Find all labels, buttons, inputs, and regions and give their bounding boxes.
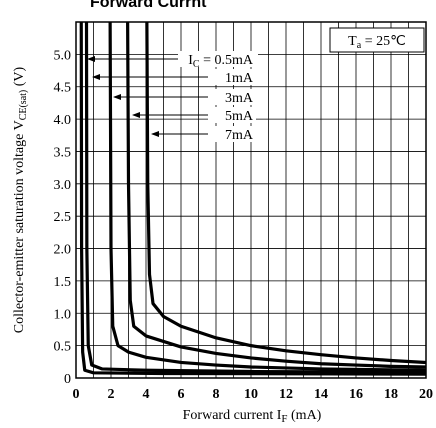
condition-box: [329, 27, 425, 53]
y-tick-label: 2.5: [54, 210, 72, 225]
legend-label: 1mA: [225, 71, 254, 86]
y-label-sub: CE(sat): [18, 90, 29, 121]
curve: [79, 21, 427, 376]
x-tick-label: 4: [143, 387, 150, 402]
legend-bg: [178, 51, 258, 67]
legend-bg: [208, 89, 256, 105]
y-axis-label: Collector-emitter saturation voltage VCE…: [12, 66, 29, 333]
legend-prefix-eq: =: [200, 53, 215, 68]
curve: [126, 21, 427, 369]
legend-prefix-sub: C: [193, 59, 200, 70]
x-label-suffix: (mA): [288, 408, 322, 423]
x-tick-label: 20: [419, 387, 433, 402]
x-tick-label: 6: [178, 387, 185, 402]
x-tick-label: 10: [244, 387, 258, 402]
plot-frame: [75, 21, 427, 379]
legend-entry: 5mA: [225, 109, 254, 124]
x-tick-label: 18: [384, 387, 398, 402]
x-label-text: Forward current I: [183, 408, 282, 423]
condition-t: T: [348, 34, 357, 49]
x-tick-label: 12: [279, 387, 293, 402]
legend-entry: 1mA: [225, 71, 254, 86]
condition-sub: a: [357, 40, 362, 51]
y-tick-label: 1.5: [54, 275, 72, 290]
legend-label: 5mA: [225, 109, 254, 124]
y-label-text: Collector-emitter saturation voltage V: [12, 120, 27, 333]
x-tick-label: 2: [108, 387, 115, 402]
y-label-suffix: (V): [12, 66, 27, 89]
legend-label: IC = 0.5mA: [188, 53, 254, 70]
y-tick-label: 0.5: [54, 340, 72, 355]
legend-entry: 3mA: [225, 91, 254, 106]
x-tick-label: 8: [213, 387, 220, 402]
x-label-sub: F: [281, 413, 287, 425]
legend-entry: 7mA: [225, 128, 254, 143]
legend-bg: [208, 126, 256, 142]
y-tick-label: 3.0: [54, 178, 72, 193]
y-tick-label: 4.5: [54, 81, 72, 96]
legend-entry: 0.5mA: [215, 53, 254, 68]
y-tick-label: 4.0: [54, 113, 72, 128]
curve: [108, 21, 427, 372]
y-tick-label: 2.0: [54, 243, 72, 258]
x-tick-label: 0: [73, 387, 80, 402]
x-tick-label: 16: [349, 387, 363, 402]
curve: [145, 21, 427, 365]
legend-bg: [208, 107, 256, 123]
curve: [84, 21, 427, 374]
y-tick-label: 0: [64, 372, 71, 387]
chart-title: Forward Currnt: [90, 0, 207, 11]
x-tick-label: 14: [314, 387, 328, 402]
legend-label: 3mA: [225, 91, 254, 106]
y-tick-label: 5.0: [54, 48, 72, 63]
y-tick-label: 3.5: [54, 145, 72, 160]
legend-label: 7mA: [225, 128, 254, 143]
x-axis-label: Forward current IF (mA): [183, 408, 322, 425]
y-tick-label: 1.0: [54, 307, 72, 322]
legend-prefix: I: [188, 53, 193, 68]
condition: Ta = 25℃: [348, 34, 406, 51]
condition-val: = 25℃: [361, 34, 406, 49]
legend-bg: [208, 69, 256, 85]
